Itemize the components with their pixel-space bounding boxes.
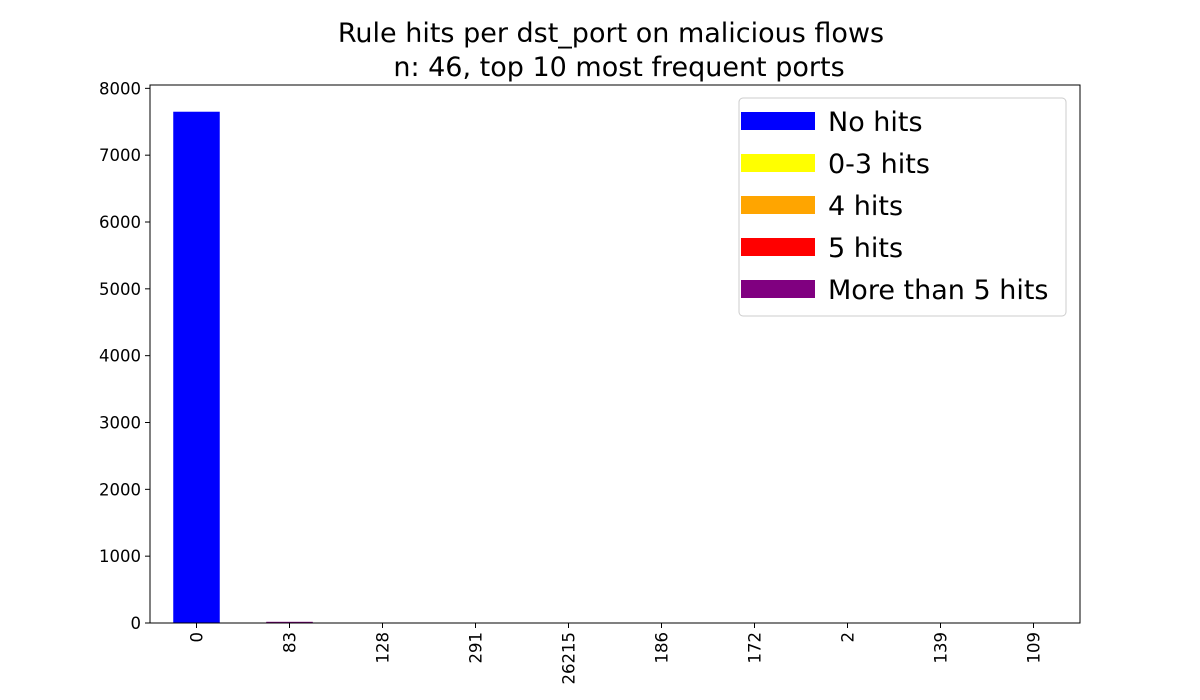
x-tick-label: 83: [281, 632, 300, 653]
y-tick-label: 8000: [99, 79, 141, 98]
y-tick-label: 7000: [99, 146, 141, 165]
chart-subtitle: n: 46, top 10 most frequent ports: [393, 52, 844, 83]
x-tick-label: 2: [839, 632, 858, 643]
legend-swatch: [741, 154, 815, 172]
legend-swatch: [741, 280, 815, 298]
y-tick-label: 5000: [99, 280, 141, 299]
y-tick-label: 3000: [99, 414, 141, 433]
legend-label: 4 hits: [828, 191, 903, 222]
y-tick-label: 6000: [99, 213, 141, 232]
bar-0-series-0: [173, 111, 220, 623]
x-tick-label: 26215: [560, 632, 579, 685]
x-axis: 0 83 128 291 26215 186 172 2 139 109: [188, 623, 1044, 685]
plot-area: [149, 84, 1081, 624]
legend-swatch: [741, 112, 815, 130]
x-tick-label: 0: [188, 632, 207, 643]
legend-box: [738, 97, 1067, 317]
legend-label: No hits: [828, 107, 923, 138]
y-axis: 0 1000 2000 3000 4000 5000 6000 7000 8000: [99, 79, 150, 633]
legend-swatch: [741, 196, 815, 214]
legend-label: 0-3 hits: [828, 149, 930, 180]
y-tick-label: 2000: [99, 480, 141, 499]
x-tick-label: 172: [746, 632, 765, 664]
chart-title: Rule hits per dst_port on malicious flow…: [338, 18, 884, 49]
x-tick-label: 139: [932, 632, 951, 664]
legend-swatch: [741, 238, 815, 256]
y-tick-label: 1000: [99, 547, 141, 566]
legend-label: More than 5 hits: [828, 275, 1048, 306]
x-tick-label: 186: [653, 632, 672, 664]
bars-layer: [173, 111, 313, 624]
x-tick-label: 109: [1025, 632, 1044, 664]
legend: No hits 0-3 hits 4 hits 5 hits More than 5 h…: [738, 97, 1067, 317]
y-tick-label: 4000: [99, 347, 141, 366]
x-tick-label: 128: [374, 632, 393, 664]
y-tick-label: 0: [131, 614, 142, 633]
x-tick-label: 291: [467, 632, 486, 664]
bar-83-series-4: [266, 621, 313, 623]
legend-label: 5 hits: [828, 233, 903, 264]
